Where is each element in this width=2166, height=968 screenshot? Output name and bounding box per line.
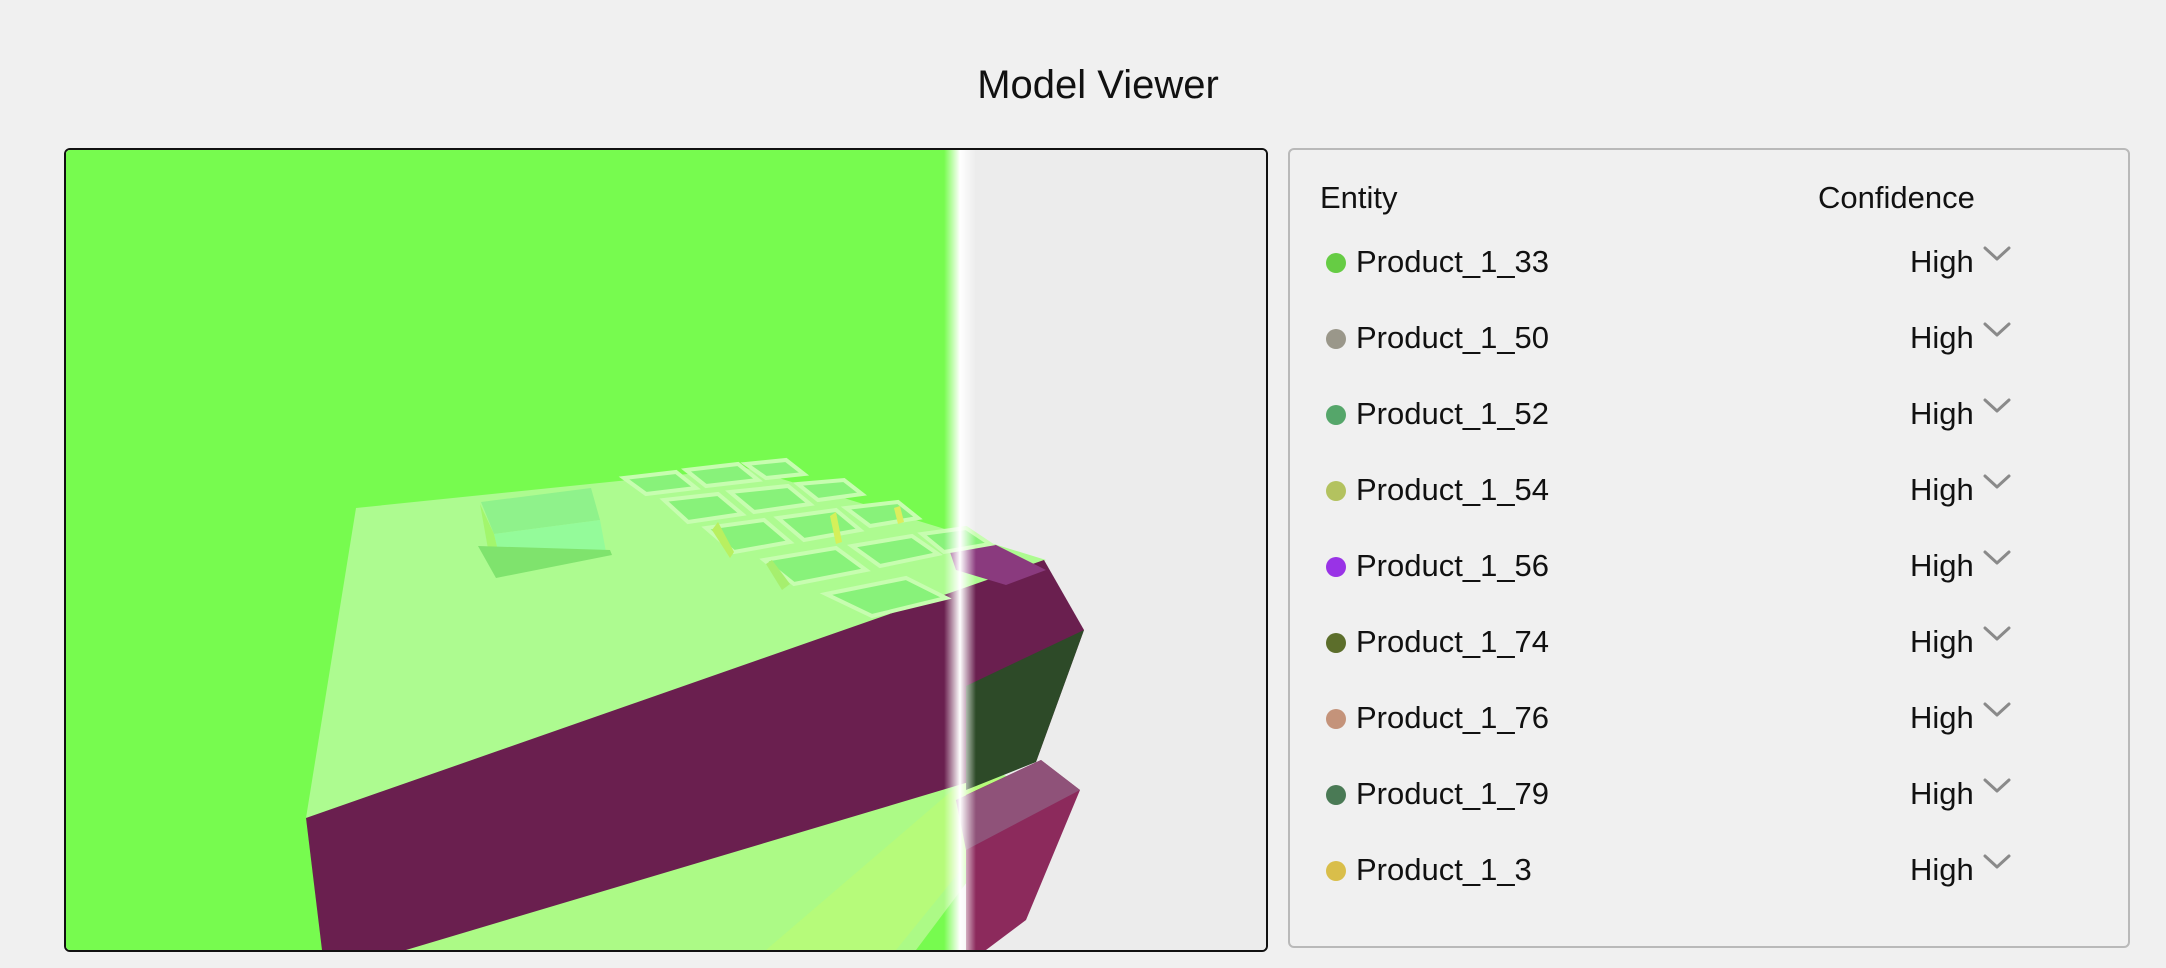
entity-row[interactable]: Product_1_33 High xyxy=(1290,240,2128,316)
confidence-dropdown[interactable]: High xyxy=(1910,696,2060,740)
entity-color-dot xyxy=(1326,709,1346,729)
entity-color-dot xyxy=(1326,405,1346,425)
chevron-down-icon[interactable] xyxy=(1982,394,2012,418)
slab-front-edge xyxy=(306,560,1084,950)
slab-right-side xyxy=(966,630,1084,790)
confidence-value: High xyxy=(1910,624,1974,659)
entity-color-dot xyxy=(1326,557,1346,577)
render-seam xyxy=(944,150,976,950)
chevron-down-icon[interactable] xyxy=(1982,850,2012,874)
entity-row[interactable]: Product_1_74 High xyxy=(1290,620,2128,696)
confidence-value: High xyxy=(1910,776,1974,811)
entity-name: Product_1_76 xyxy=(1356,700,1550,735)
3d-model-viewport[interactable] xyxy=(64,148,1268,952)
confidence-dropdown[interactable]: High xyxy=(1910,544,2060,588)
chevron-down-icon[interactable] xyxy=(1982,242,2012,266)
entity-rows: Product_1_33 High Product_1_50 High Prod… xyxy=(1290,240,2128,924)
confidence-value: High xyxy=(1910,472,1974,507)
entity-name: Product_1_54 xyxy=(1356,472,1550,507)
confidence-value: High xyxy=(1910,396,1974,431)
raised-box xyxy=(478,488,612,578)
confidence-value: High xyxy=(1910,700,1974,735)
entity-name: Product_1_56 xyxy=(1356,548,1550,583)
entity-list-panel: Entity Confidence Product_1_33 High Prod… xyxy=(1288,148,2130,948)
entity-color-dot xyxy=(1326,633,1346,653)
entity-row[interactable]: Product_1_79 High xyxy=(1290,772,2128,848)
confidence-value: High xyxy=(1910,320,1974,355)
entity-row[interactable]: Product_1_56 High xyxy=(1290,544,2128,620)
entity-name: Product_1_52 xyxy=(1356,396,1550,431)
entity-color-dot xyxy=(1326,329,1346,349)
entity-name: Product_1_79 xyxy=(1356,776,1550,811)
entity-color-dot xyxy=(1326,253,1346,273)
confidence-dropdown[interactable]: High xyxy=(1910,392,2060,436)
confidence-value: High xyxy=(1910,244,1974,279)
confidence-dropdown[interactable]: High xyxy=(1910,848,2060,892)
confidence-column-header: Confidence xyxy=(1818,180,1975,215)
entity-row[interactable]: Product_1_76 High xyxy=(1290,696,2128,772)
entity-color-dot xyxy=(1326,785,1346,805)
chevron-down-icon[interactable] xyxy=(1982,698,2012,722)
chevron-down-icon[interactable] xyxy=(1982,318,2012,342)
page-title: Model Viewer xyxy=(977,63,1219,107)
chevron-down-icon[interactable] xyxy=(1982,622,2012,646)
confidence-dropdown[interactable]: High xyxy=(1910,772,2060,816)
entity-color-dot xyxy=(1326,861,1346,881)
confidence-dropdown[interactable]: High xyxy=(1910,316,2060,360)
confidence-value: High xyxy=(1910,852,1974,887)
entity-name: Product_1_33 xyxy=(1356,244,1550,279)
entity-row[interactable]: Product_1_54 High xyxy=(1290,468,2128,544)
entity-row[interactable]: Product_1_50 High xyxy=(1290,316,2128,392)
entity-name: Product_1_3 xyxy=(1356,852,1532,887)
confidence-dropdown[interactable]: High xyxy=(1910,468,2060,512)
chevron-down-icon[interactable] xyxy=(1982,774,2012,798)
entity-column-header: Entity xyxy=(1320,180,1398,215)
confidence-value: High xyxy=(1910,548,1974,583)
confidence-dropdown[interactable]: High xyxy=(1910,620,2060,664)
entity-name: Product_1_50 xyxy=(1356,320,1550,355)
3d-model-render[interactable] xyxy=(66,150,1266,950)
confidence-dropdown[interactable]: High xyxy=(1910,240,2060,284)
lower-block-top xyxy=(956,760,1080,850)
entity-row[interactable]: Product_1_3 High xyxy=(1290,848,2128,924)
entity-color-dot xyxy=(1326,481,1346,501)
pocket-shadows xyxy=(712,506,904,590)
entity-row[interactable]: Product_1_52 High xyxy=(1290,392,2128,468)
chevron-down-icon[interactable] xyxy=(1982,470,2012,494)
entity-name: Product_1_74 xyxy=(1356,624,1550,659)
chevron-down-icon[interactable] xyxy=(1982,546,2012,570)
